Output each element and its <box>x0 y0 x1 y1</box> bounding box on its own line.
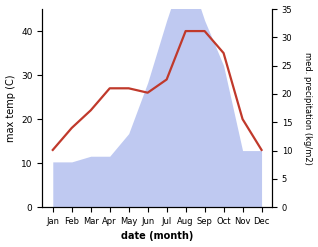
Y-axis label: med. precipitation (kg/m2): med. precipitation (kg/m2) <box>303 52 313 165</box>
X-axis label: date (month): date (month) <box>121 231 193 242</box>
Y-axis label: max temp (C): max temp (C) <box>5 74 16 142</box>
